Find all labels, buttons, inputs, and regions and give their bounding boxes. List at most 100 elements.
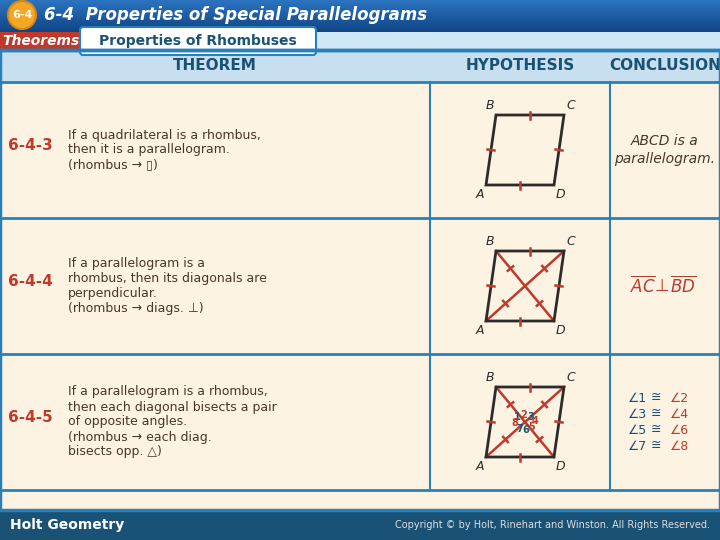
Bar [0, 32, 83, 50]
Text: CONCLUSION: CONCLUSION [609, 58, 720, 73]
Text: ∠8: ∠8 [670, 440, 689, 453]
Bar [0, 25, 720, 26]
Text: B: B [485, 99, 494, 112]
Bar [0, 218, 720, 354]
Text: then it is a parallelogram.: then it is a parallelogram. [68, 144, 230, 157]
Text: Copyright © by Holt, Rinehart and Winston. All Rights Reserved.: Copyright © by Holt, Rinehart and Winsto… [395, 520, 710, 530]
Bar [0, 16, 720, 17]
Bar [0, 11, 720, 12]
Text: C: C [566, 99, 575, 112]
Text: Holt Geometry: Holt Geometry [10, 518, 125, 532]
Bar [0, 50, 720, 510]
Text: ∠4: ∠4 [670, 408, 689, 421]
Text: 2: 2 [521, 410, 527, 421]
Bar [0, 22, 720, 23]
Text: If a quadrilateral is a rhombus,: If a quadrilateral is a rhombus, [68, 129, 261, 141]
Text: ≅: ≅ [651, 408, 662, 421]
Text: (rhombus → diags. ⊥): (rhombus → diags. ⊥) [68, 302, 204, 315]
Text: D: D [556, 460, 566, 473]
Text: If a parallelogram is a: If a parallelogram is a [68, 257, 205, 270]
Bar [0, 0, 720, 1]
Text: C: C [566, 235, 575, 248]
Text: parallelogram.: parallelogram. [614, 152, 716, 166]
Text: (rhombus → each diag.: (rhombus → each diag. [68, 430, 212, 443]
Text: perpendicular.: perpendicular. [68, 287, 158, 300]
Text: ABCD is a: ABCD is a [631, 134, 699, 148]
Text: 5: 5 [528, 422, 535, 433]
Text: 8: 8 [512, 418, 518, 428]
Text: 1: 1 [514, 411, 521, 422]
Bar [0, 29, 720, 30]
Text: 6-4-3: 6-4-3 [8, 138, 53, 152]
Text: D: D [556, 324, 566, 337]
Bar [0, 23, 720, 24]
Text: If a parallelogram is a rhombus,: If a parallelogram is a rhombus, [68, 386, 268, 399]
Circle shape [8, 1, 36, 29]
Text: ≅: ≅ [651, 440, 662, 453]
Text: rhombus, then its diagonals are: rhombus, then its diagonals are [68, 272, 267, 285]
Text: HYPOTHESIS: HYPOTHESIS [465, 58, 575, 73]
Bar [0, 3, 720, 4]
Text: then each diagonal bisects a pair: then each diagonal bisects a pair [68, 401, 276, 414]
Text: 6-4: 6-4 [12, 10, 32, 20]
Bar [0, 8, 720, 9]
Bar [0, 6, 720, 7]
Text: bisects opp. △): bisects opp. △) [68, 446, 162, 458]
Bar [0, 14, 720, 15]
Text: ∠1: ∠1 [628, 392, 647, 404]
Bar [0, 20, 720, 21]
Text: 4: 4 [531, 416, 539, 426]
Text: 6-4  Properties of Special Parallelograms: 6-4 Properties of Special Parallelograms [44, 6, 427, 24]
Text: B: B [485, 371, 494, 384]
Text: B: B [485, 235, 494, 248]
Bar [0, 1, 720, 2]
Text: A: A [475, 460, 484, 473]
Bar [0, 34, 720, 35]
Bar [0, 7, 720, 8]
Bar [0, 21, 720, 22]
Bar [0, 24, 720, 25]
Bar [0, 32, 720, 33]
Bar [0, 17, 720, 18]
Text: 7: 7 [516, 423, 523, 434]
Text: ⊥: ⊥ [654, 277, 670, 295]
Text: $\overline{AC}$: $\overline{AC}$ [630, 275, 656, 296]
Bar [0, 13, 720, 14]
Bar [0, 33, 720, 34]
Bar [0, 28, 720, 29]
Bar [0, 26, 720, 27]
Text: (rhombus → ▯): (rhombus → ▯) [68, 159, 158, 172]
Bar [0, 2, 720, 3]
Bar [0, 18, 720, 19]
Bar [0, 50, 720, 510]
Bar [0, 5, 720, 6]
Text: ≅: ≅ [651, 423, 662, 436]
Text: ≅: ≅ [651, 392, 662, 404]
Text: Properties of Rhombuses: Properties of Rhombuses [99, 34, 297, 48]
Text: A: A [475, 324, 484, 337]
Bar [0, 510, 720, 540]
Text: THEOREM: THEOREM [173, 58, 257, 73]
Bar [0, 4, 720, 5]
Bar [0, 9, 720, 10]
Text: $\overline{BD}$: $\overline{BD}$ [670, 275, 696, 296]
Text: D: D [556, 188, 566, 201]
Text: 6: 6 [523, 424, 529, 435]
Bar [0, 12, 720, 13]
Text: ∠7: ∠7 [628, 440, 647, 453]
Text: 3: 3 [527, 411, 534, 422]
Bar [0, 10, 720, 11]
Text: ∠2: ∠2 [670, 392, 689, 404]
Bar [0, 32, 720, 50]
Text: ∠5: ∠5 [628, 423, 647, 436]
Bar [0, 27, 720, 28]
Bar [0, 19, 720, 20]
Bar [0, 82, 720, 218]
Bar [0, 50, 720, 82]
Text: C: C [566, 371, 575, 384]
Text: ∠3: ∠3 [628, 408, 647, 421]
Text: A: A [475, 188, 484, 201]
Text: 6-4-5: 6-4-5 [8, 409, 53, 424]
Bar [0, 31, 720, 32]
Bar [0, 30, 720, 31]
